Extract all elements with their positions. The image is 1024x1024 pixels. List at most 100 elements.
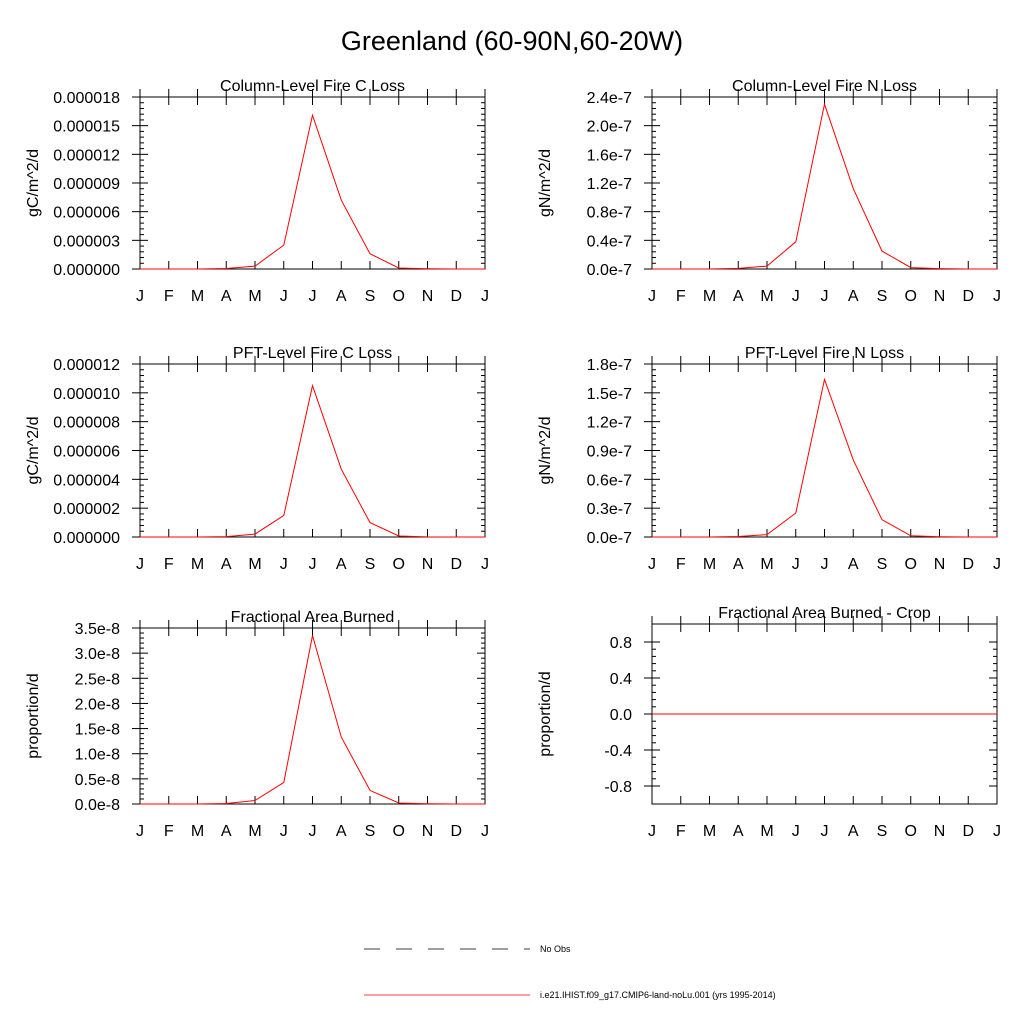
x-tick-label: S: [877, 823, 888, 840]
y-tick-label: 0.6e-7: [587, 472, 632, 489]
y-tick-label: -0.4: [604, 743, 632, 760]
x-tick-label: J: [648, 288, 656, 305]
x-tick-label: O: [905, 288, 917, 305]
y-tick-label: 2.4e-7: [587, 90, 632, 107]
chart-panel-3: PFT-Level Fire C Loss gC/m^2/d 0.000000 0.0…: [25, 345, 489, 573]
x-tick-label: S: [877, 288, 888, 305]
x-tick-label: J: [993, 823, 1001, 840]
x-tick-label: J: [481, 556, 489, 573]
x-tick-label: A: [733, 823, 744, 840]
legend-label-no-obs: No Obs: [540, 944, 571, 954]
x-tick-label: J: [648, 556, 656, 573]
y-tick-label: 1.2e-7: [587, 176, 632, 193]
x-tick-label: M: [248, 288, 261, 305]
y-axis-label: proportion/d: [537, 671, 554, 756]
chart-title: PFT-Level Fire N Loss: [745, 345, 904, 362]
y-tick-label: 0.000002: [53, 501, 120, 518]
x-tick-label: J: [792, 823, 800, 840]
x-tick-label: J: [309, 288, 317, 305]
x-tick-label: J: [309, 823, 317, 840]
x-tick-label: O: [393, 288, 405, 305]
x-tick-label: A: [336, 556, 347, 573]
x-tick-label: M: [760, 823, 773, 840]
x-tick-label: S: [877, 556, 888, 573]
y-axis-label: gC/m^2/d: [25, 417, 42, 485]
x-tick-label: J: [481, 823, 489, 840]
y-tick-label: 0.000006: [53, 205, 120, 222]
y-tick-label: 0.000008: [53, 415, 120, 432]
x-tick-label: J: [993, 556, 1001, 573]
x-tick-label: J: [648, 823, 656, 840]
x-tick-label: J: [280, 823, 288, 840]
y-tick-label: 0.000009: [53, 176, 120, 193]
legend-label-model: i.e21.IHIST.f09_g17.CMIP6-land-noLu.001 …: [540, 990, 776, 1000]
x-tick-label: D: [450, 288, 462, 305]
x-tick-label: O: [393, 556, 405, 573]
y-tick-label: 0.8e-7: [587, 205, 632, 222]
x-tick-label: M: [248, 556, 261, 573]
y-tick-label: 0.0e-7: [587, 262, 632, 279]
y-tick-label: 0.000012: [53, 357, 120, 374]
x-tick-label: A: [848, 556, 859, 573]
y-tick-label: 0.0: [610, 707, 632, 724]
x-tick-label: J: [792, 288, 800, 305]
y-tick-label: 1.8e-7: [587, 357, 632, 374]
x-tick-label: J: [821, 823, 829, 840]
x-tick-label: A: [733, 556, 744, 573]
chart-title: Fractional Area Burned: [231, 609, 395, 626]
x-tick-label: J: [136, 288, 144, 305]
y-tick-label: 1.0e-8: [75, 747, 120, 764]
x-tick-label: M: [191, 556, 204, 573]
y-tick-label: 1.6e-7: [587, 147, 632, 164]
x-tick-label: D: [962, 288, 974, 305]
chart-panel-2: Column-Level Fire N Loss gN/m^2/d 0.0e-7 0.…: [537, 78, 1001, 305]
y-tick-label: 0.000010: [53, 386, 120, 403]
x-tick-label: F: [164, 823, 174, 840]
y-tick-label: 0.4e-7: [587, 233, 632, 250]
y-tick-label: 0.8: [610, 635, 632, 652]
x-tick-label: S: [365, 288, 376, 305]
y-tick-label: 0.000000: [53, 530, 120, 547]
chart-title: PFT-Level Fire C Loss: [233, 345, 392, 362]
y-tick-label: 1.2e-7: [587, 415, 632, 432]
chart-panel-4: PFT-Level Fire N Loss gN/m^2/d 0.0e-7 0.3e-…: [537, 345, 1001, 573]
y-tick-label: 0.000006: [53, 444, 120, 461]
chart-title: Column-Level Fire C Loss: [220, 78, 405, 95]
x-tick-label: J: [280, 556, 288, 573]
x-tick-label: N: [934, 823, 946, 840]
x-tick-label: J: [136, 556, 144, 573]
x-tick-label: D: [962, 556, 974, 573]
x-tick-label: J: [821, 556, 829, 573]
x-tick-label: J: [309, 556, 317, 573]
y-tick-label: 1.5e-8: [75, 722, 120, 739]
x-tick-label: F: [676, 556, 686, 573]
x-tick-label: A: [336, 823, 347, 840]
x-tick-label: J: [136, 823, 144, 840]
x-tick-label: D: [450, 823, 462, 840]
y-axis-label: gN/m^2/d: [537, 149, 554, 217]
x-tick-label: S: [365, 823, 376, 840]
x-tick-label: A: [733, 288, 744, 305]
x-tick-label: M: [191, 823, 204, 840]
x-tick-label: O: [905, 556, 917, 573]
x-tick-label: N: [422, 556, 434, 573]
y-tick-label: 0.000003: [53, 233, 120, 250]
y-axis-label: gN/m^2/d: [537, 417, 554, 485]
y-tick-label: -0.8: [604, 779, 632, 796]
y-tick-label: 0.000015: [53, 119, 120, 136]
x-tick-label: J: [280, 288, 288, 305]
y-tick-label: 1.5e-7: [587, 386, 632, 403]
x-tick-label: F: [164, 288, 174, 305]
x-tick-label: N: [422, 288, 434, 305]
x-tick-label: A: [848, 823, 859, 840]
y-tick-label: 2.0e-7: [587, 119, 632, 136]
chart-title: Fractional Area Burned - Crop: [718, 605, 931, 622]
x-tick-label: A: [848, 288, 859, 305]
x-tick-label: J: [792, 556, 800, 573]
chart-panel-5: Fractional Area Burned proportion/d 0.0e-8…: [25, 609, 489, 840]
y-tick-label: 2.0e-8: [75, 696, 120, 713]
x-tick-label: O: [905, 823, 917, 840]
x-tick-label: M: [191, 288, 204, 305]
